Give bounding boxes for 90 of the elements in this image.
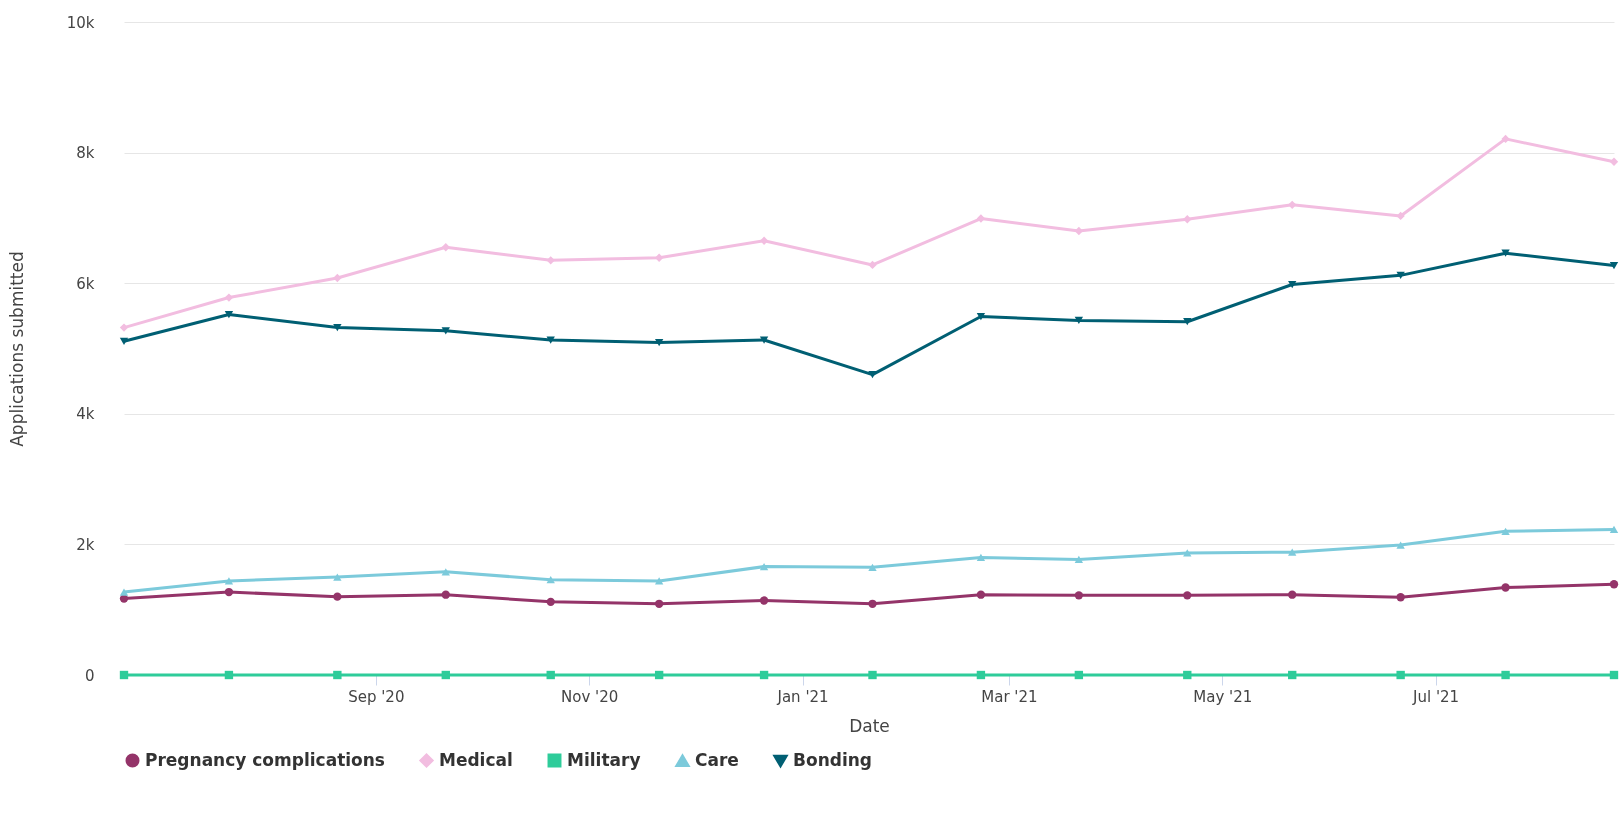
x-axis-title: Date	[849, 715, 890, 736]
point	[868, 371, 877, 379]
point	[224, 293, 234, 302]
y-tick-label: 10k	[66, 13, 95, 32]
point	[1609, 261, 1619, 270]
point	[224, 670, 234, 680]
point	[868, 260, 877, 270]
point	[224, 577, 234, 585]
point	[976, 553, 986, 562]
point	[759, 562, 769, 571]
y-tick-label: 2k	[76, 535, 95, 554]
legend-label: Pregnancy complications	[145, 749, 385, 770]
point	[868, 599, 877, 608]
y-tick-label: 8k	[76, 144, 95, 163]
y-axis-title: Applications submitted	[6, 251, 27, 447]
point	[1288, 590, 1297, 599]
point	[1288, 200, 1297, 210]
point	[1396, 670, 1405, 680]
point	[654, 599, 664, 608]
point	[1183, 591, 1192, 600]
point	[1609, 580, 1619, 589]
point	[1501, 527, 1510, 535]
point	[976, 590, 986, 599]
point	[1501, 670, 1510, 680]
point	[333, 670, 342, 680]
point	[1288, 280, 1297, 289]
point	[119, 670, 129, 680]
legend-label: Military	[567, 749, 641, 770]
point	[1183, 549, 1192, 557]
point	[119, 323, 129, 332]
point	[1183, 215, 1192, 224]
point	[441, 243, 450, 252]
point	[1288, 670, 1297, 680]
point	[1396, 211, 1405, 221]
point	[1074, 670, 1084, 680]
point	[654, 577, 664, 585]
point	[441, 568, 450, 576]
point	[546, 256, 555, 265]
x-tick-label: Nov '20	[561, 687, 619, 706]
legend-label: Bonding	[793, 749, 873, 770]
point	[1609, 525, 1619, 533]
point	[333, 273, 342, 283]
point	[1609, 670, 1619, 680]
point	[224, 587, 234, 597]
point	[1396, 271, 1405, 279]
x-tick-label: Sep '20	[348, 687, 405, 706]
y-tick-label: 6k	[76, 274, 95, 293]
point	[1609, 157, 1619, 166]
point	[759, 670, 769, 680]
point	[119, 337, 129, 345]
point	[976, 214, 986, 223]
point	[441, 590, 450, 599]
y-tick-label: 4k	[76, 405, 95, 424]
point	[868, 670, 877, 680]
point	[546, 576, 555, 584]
point	[1501, 249, 1510, 257]
x-tick-label: Mar '21	[981, 687, 1038, 706]
point	[1501, 134, 1510, 144]
point	[1183, 670, 1192, 680]
point	[1074, 555, 1084, 564]
point	[976, 312, 986, 321]
point	[868, 563, 877, 571]
point	[1183, 318, 1192, 326]
x-tick-label: Jan '21	[776, 687, 829, 706]
point	[1074, 591, 1084, 600]
y-tick-label: 0	[84, 666, 95, 685]
x-tick-label: Jul '21	[1412, 687, 1460, 706]
point	[224, 310, 234, 319]
point	[654, 670, 664, 680]
point	[1501, 583, 1510, 592]
point	[333, 323, 342, 332]
point	[441, 670, 450, 680]
point	[1074, 316, 1084, 325]
point	[976, 670, 986, 680]
point	[759, 336, 769, 344]
point	[759, 596, 769, 605]
point	[1396, 593, 1405, 602]
point	[333, 573, 342, 581]
point	[546, 336, 555, 344]
legend-label: Medical	[439, 749, 513, 770]
point	[119, 588, 129, 596]
point	[333, 592, 342, 601]
legend-label: Care	[695, 749, 739, 770]
point	[546, 670, 555, 680]
x-tick-label: May '21	[1193, 687, 1253, 706]
point	[546, 597, 555, 607]
point	[654, 339, 664, 347]
point	[441, 327, 450, 335]
point	[1288, 548, 1297, 556]
point	[1396, 541, 1405, 549]
